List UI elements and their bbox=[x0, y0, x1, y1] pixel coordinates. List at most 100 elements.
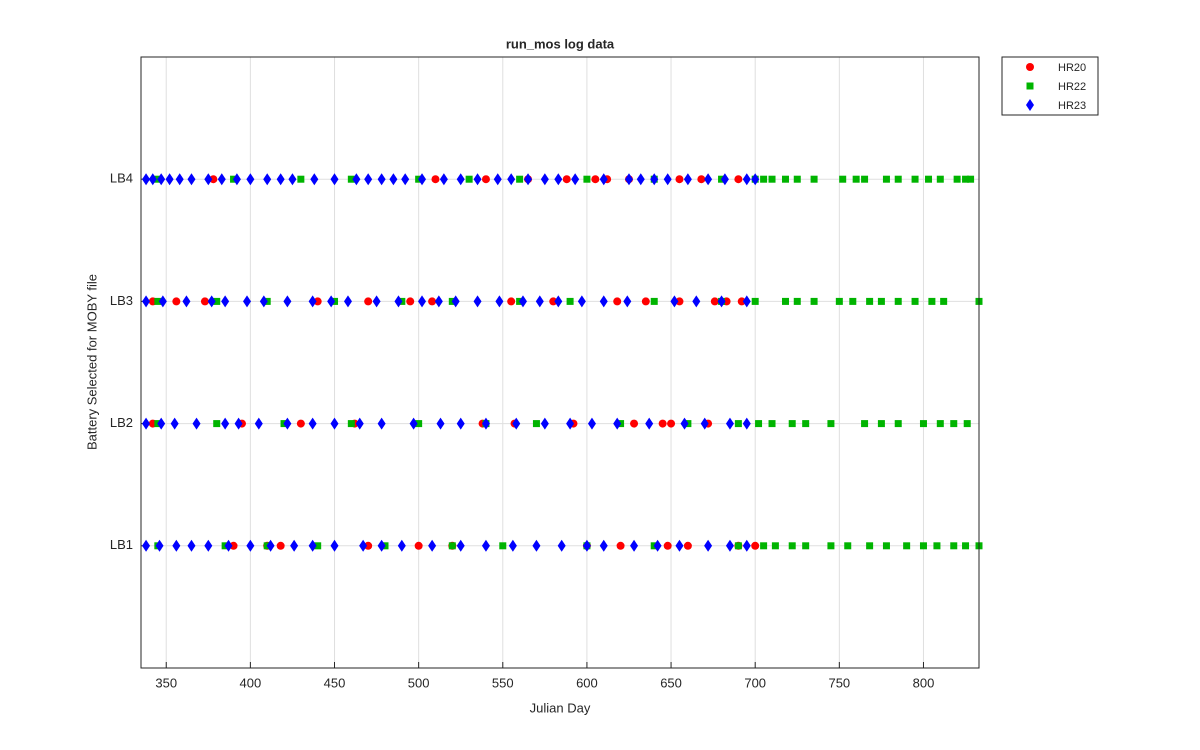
point bbox=[508, 539, 517, 552]
point bbox=[142, 539, 151, 552]
point bbox=[532, 420, 540, 428]
point bbox=[310, 173, 319, 186]
x-tick-label: 700 bbox=[744, 675, 766, 690]
point bbox=[577, 295, 586, 308]
point bbox=[347, 175, 355, 183]
point bbox=[760, 542, 768, 550]
point bbox=[675, 297, 684, 306]
point bbox=[389, 173, 398, 186]
point bbox=[473, 295, 482, 308]
point bbox=[734, 542, 742, 550]
point bbox=[697, 175, 706, 184]
point bbox=[936, 420, 944, 428]
point bbox=[532, 539, 541, 552]
point bbox=[861, 420, 869, 428]
x-tick-label: 750 bbox=[828, 675, 850, 690]
point bbox=[613, 417, 622, 430]
point bbox=[963, 420, 971, 428]
point bbox=[165, 173, 174, 186]
point bbox=[839, 175, 847, 183]
point bbox=[630, 419, 639, 428]
point bbox=[571, 173, 580, 186]
point bbox=[599, 295, 608, 308]
point bbox=[911, 175, 919, 183]
point bbox=[933, 542, 941, 550]
x-tick-label: 650 bbox=[660, 675, 682, 690]
point bbox=[751, 297, 759, 305]
point bbox=[861, 175, 869, 183]
point bbox=[667, 419, 676, 428]
point bbox=[781, 297, 789, 305]
point bbox=[599, 539, 608, 552]
point bbox=[234, 417, 243, 430]
x-tick-label: 350 bbox=[155, 675, 177, 690]
x-tick-label: 500 bbox=[408, 675, 430, 690]
point bbox=[204, 173, 213, 186]
y-tick-label: LB3 bbox=[110, 293, 133, 308]
point bbox=[760, 175, 768, 183]
point bbox=[155, 539, 164, 552]
point bbox=[540, 173, 549, 186]
point bbox=[283, 295, 292, 308]
point bbox=[810, 297, 818, 305]
point bbox=[157, 417, 166, 430]
point bbox=[624, 173, 633, 186]
point bbox=[217, 173, 226, 186]
point bbox=[148, 173, 157, 186]
point bbox=[844, 542, 852, 550]
point bbox=[518, 295, 527, 308]
point bbox=[540, 417, 549, 430]
point bbox=[246, 173, 255, 186]
point bbox=[142, 295, 151, 308]
point bbox=[330, 173, 339, 186]
point bbox=[355, 417, 364, 430]
point bbox=[224, 539, 233, 552]
legend-label: HR23 bbox=[1058, 100, 1086, 112]
point bbox=[259, 295, 268, 308]
point bbox=[397, 539, 406, 552]
point bbox=[254, 417, 263, 430]
point bbox=[524, 173, 533, 186]
point bbox=[436, 417, 445, 430]
point bbox=[288, 173, 297, 186]
point bbox=[313, 297, 322, 306]
point bbox=[882, 175, 890, 183]
point bbox=[434, 295, 443, 308]
point bbox=[221, 295, 230, 308]
point bbox=[418, 173, 427, 186]
point bbox=[877, 420, 885, 428]
x-tick-label: 450 bbox=[324, 675, 346, 690]
point bbox=[327, 295, 336, 308]
point bbox=[583, 175, 591, 183]
point bbox=[734, 420, 742, 428]
point bbox=[157, 173, 166, 186]
point bbox=[788, 420, 796, 428]
x-tick-label: 600 bbox=[576, 675, 598, 690]
point bbox=[793, 297, 801, 305]
point bbox=[495, 295, 504, 308]
point bbox=[692, 295, 701, 308]
point bbox=[364, 297, 373, 306]
point bbox=[232, 173, 241, 186]
x-tick-label: 550 bbox=[492, 675, 514, 690]
point bbox=[535, 295, 544, 308]
point bbox=[587, 417, 596, 430]
legend-box bbox=[1001, 56, 1099, 116]
point bbox=[894, 420, 902, 428]
point bbox=[330, 539, 339, 552]
point bbox=[200, 297, 209, 306]
point bbox=[670, 295, 679, 308]
x-axis-label: Julian Day bbox=[530, 700, 591, 715]
legend-label: HR22 bbox=[1058, 81, 1086, 93]
point bbox=[372, 295, 381, 308]
y-axis-label: Battery Selected for MOBY file bbox=[84, 274, 99, 450]
point bbox=[507, 297, 516, 306]
point bbox=[204, 539, 213, 552]
point bbox=[725, 539, 734, 552]
point bbox=[903, 542, 911, 550]
point bbox=[925, 175, 933, 183]
point bbox=[717, 295, 726, 308]
point bbox=[406, 297, 415, 306]
point bbox=[182, 295, 191, 308]
